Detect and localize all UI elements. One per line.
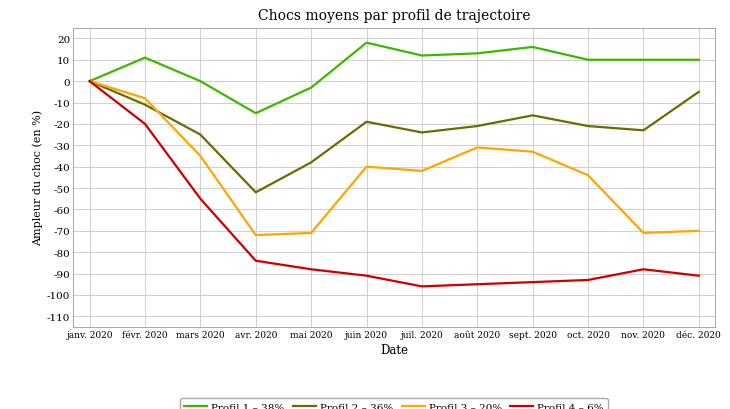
Profil 3 – 20% bbox=[85, 79, 94, 84]
Profil 4 – 6% bbox=[529, 280, 537, 285]
Profil 3 – 20% bbox=[362, 165, 371, 170]
Profil 1 – 38% bbox=[473, 52, 482, 57]
Profil 3 – 20% bbox=[141, 97, 150, 101]
Profil 3 – 20% bbox=[529, 150, 537, 155]
Profil 4 – 6% bbox=[584, 278, 593, 283]
X-axis label: Date: Date bbox=[380, 343, 408, 356]
Profil 2 – 36% bbox=[473, 124, 482, 129]
Profil 3 – 20% bbox=[307, 231, 315, 236]
Line: Profil 1 – 38%: Profil 1 – 38% bbox=[90, 43, 699, 114]
Profil 2 – 36% bbox=[584, 124, 593, 129]
Profil 2 – 36% bbox=[529, 114, 537, 119]
Profil 3 – 20% bbox=[196, 154, 204, 159]
Profil 1 – 38% bbox=[251, 112, 260, 117]
Profil 4 – 6% bbox=[694, 274, 703, 279]
Profil 2 – 36% bbox=[694, 90, 703, 95]
Profil 2 – 36% bbox=[85, 79, 94, 84]
Profil 4 – 6% bbox=[418, 284, 426, 289]
Title: Chocs moyens par profil de trajectoire: Chocs moyens par profil de trajectoire bbox=[258, 9, 531, 23]
Profil 1 – 38% bbox=[307, 86, 315, 91]
Profil 4 – 6% bbox=[85, 79, 94, 84]
Profil 3 – 20% bbox=[694, 229, 703, 234]
Profil 1 – 38% bbox=[362, 41, 371, 46]
Profil 2 – 36% bbox=[418, 131, 426, 136]
Profil 4 – 6% bbox=[141, 122, 150, 127]
Profil 2 – 36% bbox=[196, 133, 204, 138]
Profil 1 – 38% bbox=[694, 58, 703, 63]
Profil 1 – 38% bbox=[85, 79, 94, 84]
Line: Profil 3 – 20%: Profil 3 – 20% bbox=[90, 82, 699, 236]
Line: Profil 2 – 36%: Profil 2 – 36% bbox=[90, 82, 699, 193]
Profil 1 – 38% bbox=[418, 54, 426, 59]
Profil 1 – 38% bbox=[196, 79, 204, 84]
Profil 4 – 6% bbox=[196, 197, 204, 202]
Profil 2 – 36% bbox=[251, 190, 260, 195]
Profil 4 – 6% bbox=[251, 258, 260, 263]
Profil 3 – 20% bbox=[584, 173, 593, 178]
Profil 1 – 38% bbox=[529, 45, 537, 50]
Profil 4 – 6% bbox=[639, 267, 648, 272]
Profil 4 – 6% bbox=[307, 267, 315, 272]
Profil 3 – 20% bbox=[251, 233, 260, 238]
Profil 4 – 6% bbox=[362, 274, 371, 279]
Profil 4 – 6% bbox=[473, 282, 482, 287]
Profil 3 – 20% bbox=[639, 231, 648, 236]
Legend: Profil 1 – 38%, Profil 2 – 36%, Profil 3 – 20%, Profil 4 – 6%: Profil 1 – 38%, Profil 2 – 36%, Profil 3… bbox=[180, 398, 608, 409]
Profil 2 – 36% bbox=[141, 103, 150, 108]
Line: Profil 4 – 6%: Profil 4 – 6% bbox=[90, 82, 699, 287]
Y-axis label: Ampleur du choc (en %): Ampleur du choc (en %) bbox=[32, 110, 42, 246]
Profil 2 – 36% bbox=[639, 128, 648, 133]
Profil 1 – 38% bbox=[141, 56, 150, 61]
Profil 3 – 20% bbox=[473, 146, 482, 151]
Profil 1 – 38% bbox=[639, 58, 648, 63]
Profil 2 – 36% bbox=[307, 160, 315, 165]
Profil 3 – 20% bbox=[418, 169, 426, 174]
Profil 1 – 38% bbox=[584, 58, 593, 63]
Profil 2 – 36% bbox=[362, 120, 371, 125]
